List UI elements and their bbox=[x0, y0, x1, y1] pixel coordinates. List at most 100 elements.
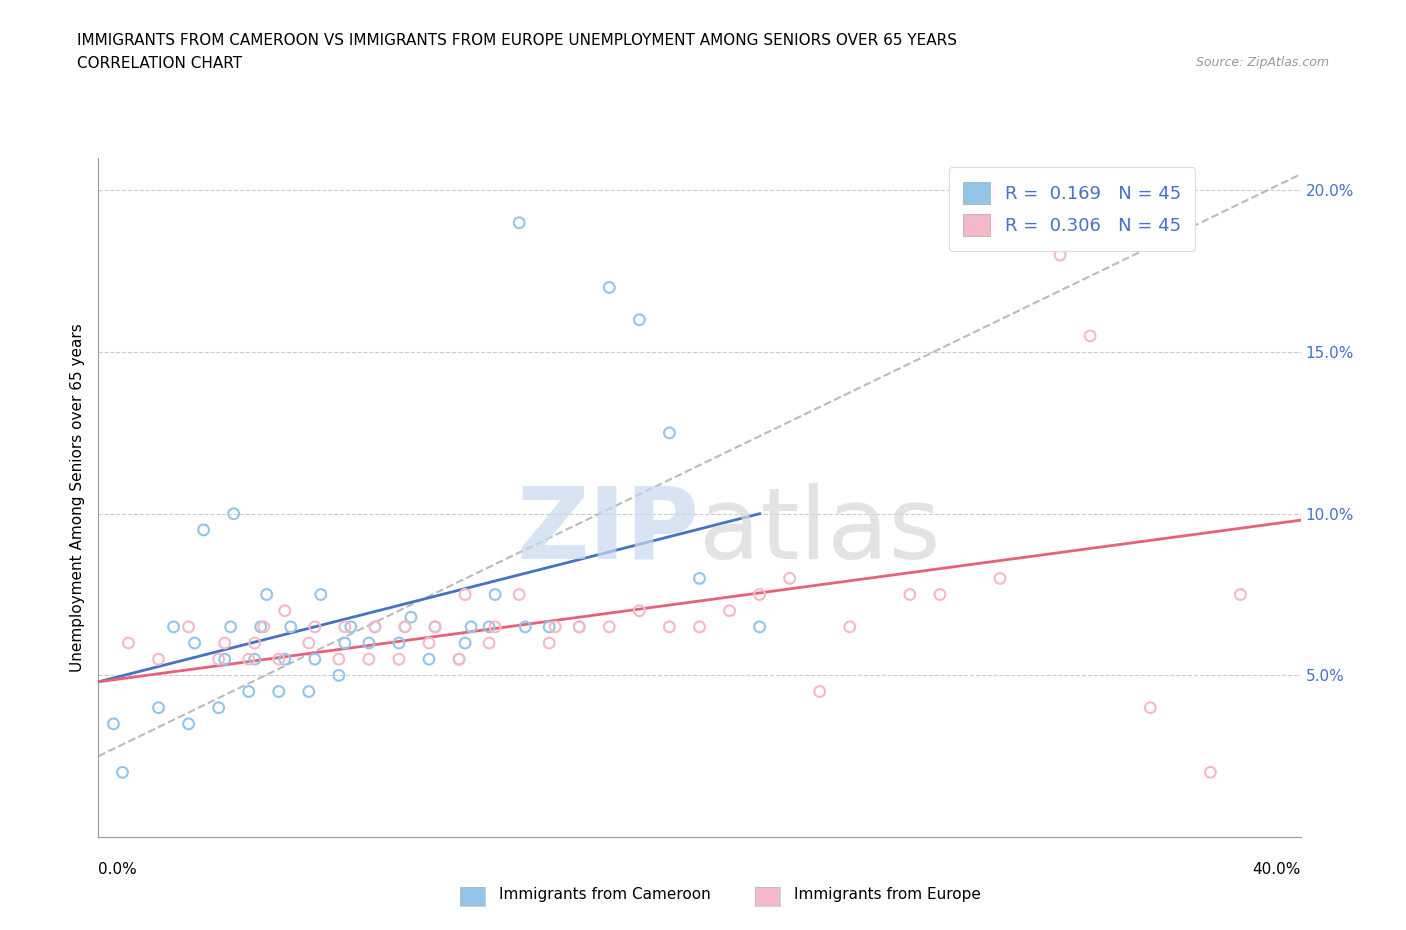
Point bbox=[418, 635, 440, 650]
Point bbox=[508, 587, 530, 602]
Point bbox=[1229, 587, 1251, 602]
Point bbox=[929, 587, 952, 602]
Point bbox=[219, 619, 242, 634]
Point bbox=[208, 700, 231, 715]
Point bbox=[364, 619, 387, 634]
Point bbox=[388, 652, 411, 667]
Point bbox=[214, 635, 236, 650]
Point bbox=[447, 652, 470, 667]
Point bbox=[298, 635, 321, 650]
Point bbox=[544, 619, 567, 634]
Point bbox=[274, 652, 297, 667]
Point bbox=[538, 619, 561, 634]
Point bbox=[238, 684, 260, 699]
Point bbox=[103, 716, 125, 731]
Point bbox=[454, 635, 477, 650]
Point bbox=[267, 684, 290, 699]
Point bbox=[162, 619, 184, 634]
Point bbox=[748, 587, 770, 602]
Point bbox=[423, 619, 446, 634]
Point bbox=[280, 619, 302, 634]
Point bbox=[274, 604, 297, 618]
Point bbox=[388, 635, 411, 650]
Point bbox=[364, 619, 387, 634]
Point bbox=[267, 652, 290, 667]
Point bbox=[399, 610, 422, 625]
Point bbox=[298, 684, 321, 699]
Point bbox=[394, 619, 416, 634]
Point bbox=[357, 652, 380, 667]
Point bbox=[688, 571, 710, 586]
Legend: R =  0.169   N = 45, R =  0.306   N = 45: R = 0.169 N = 45, R = 0.306 N = 45 bbox=[949, 167, 1195, 251]
Point bbox=[988, 571, 1011, 586]
Point bbox=[117, 635, 139, 650]
Point bbox=[658, 619, 681, 634]
Point bbox=[808, 684, 831, 699]
Point bbox=[460, 619, 482, 634]
Text: atlas: atlas bbox=[699, 483, 941, 580]
Text: 0.0%: 0.0% bbox=[98, 862, 138, 877]
Point bbox=[1078, 328, 1101, 343]
Point bbox=[208, 652, 231, 667]
Point bbox=[478, 635, 501, 650]
Y-axis label: Unemployment Among Seniors over 65 years: Unemployment Among Seniors over 65 years bbox=[69, 324, 84, 671]
Point bbox=[598, 619, 620, 634]
Point bbox=[333, 635, 356, 650]
Point bbox=[484, 587, 506, 602]
Point bbox=[1199, 764, 1222, 779]
Point bbox=[340, 619, 363, 634]
Text: Source: ZipAtlas.com: Source: ZipAtlas.com bbox=[1195, 56, 1329, 69]
Text: ZIP: ZIP bbox=[516, 483, 699, 580]
Point bbox=[177, 619, 200, 634]
Point bbox=[658, 425, 681, 440]
Point bbox=[478, 619, 501, 634]
Point bbox=[304, 652, 326, 667]
Point bbox=[598, 280, 620, 295]
Point bbox=[222, 506, 245, 521]
Point bbox=[249, 619, 271, 634]
Point bbox=[357, 635, 380, 650]
Point bbox=[898, 587, 921, 602]
Point bbox=[1049, 247, 1071, 262]
Point bbox=[538, 635, 561, 650]
Point bbox=[328, 652, 350, 667]
Point bbox=[193, 523, 215, 538]
Text: IMMIGRANTS FROM CAMEROON VS IMMIGRANTS FROM EUROPE UNEMPLOYMENT AMONG SENIORS OV: IMMIGRANTS FROM CAMEROON VS IMMIGRANTS F… bbox=[77, 33, 957, 47]
Text: Immigrants from Europe: Immigrants from Europe bbox=[794, 887, 981, 902]
Point bbox=[688, 619, 710, 634]
Point bbox=[1139, 700, 1161, 715]
Point bbox=[628, 312, 651, 327]
Point bbox=[214, 652, 236, 667]
Point bbox=[177, 716, 200, 731]
Point bbox=[508, 216, 530, 231]
Point bbox=[418, 652, 440, 667]
Point bbox=[779, 571, 801, 586]
Point bbox=[748, 619, 770, 634]
Point bbox=[484, 619, 506, 634]
Point bbox=[454, 587, 477, 602]
Point bbox=[111, 764, 134, 779]
Point bbox=[394, 619, 416, 634]
Point bbox=[243, 652, 266, 667]
Point bbox=[718, 604, 741, 618]
Text: 40.0%: 40.0% bbox=[1253, 862, 1301, 877]
Point bbox=[304, 619, 326, 634]
Point bbox=[183, 635, 205, 650]
Point bbox=[568, 619, 591, 634]
Point bbox=[328, 668, 350, 683]
Point bbox=[148, 700, 170, 715]
Point bbox=[515, 619, 537, 634]
Point bbox=[253, 619, 276, 634]
Point bbox=[148, 652, 170, 667]
Point bbox=[243, 635, 266, 650]
Text: Immigrants from Cameroon: Immigrants from Cameroon bbox=[499, 887, 711, 902]
Text: CORRELATION CHART: CORRELATION CHART bbox=[77, 56, 242, 71]
Point bbox=[238, 652, 260, 667]
Point bbox=[423, 619, 446, 634]
Point bbox=[333, 619, 356, 634]
Point bbox=[447, 652, 470, 667]
Point bbox=[628, 604, 651, 618]
Point bbox=[568, 619, 591, 634]
Point bbox=[256, 587, 278, 602]
Point bbox=[309, 587, 332, 602]
